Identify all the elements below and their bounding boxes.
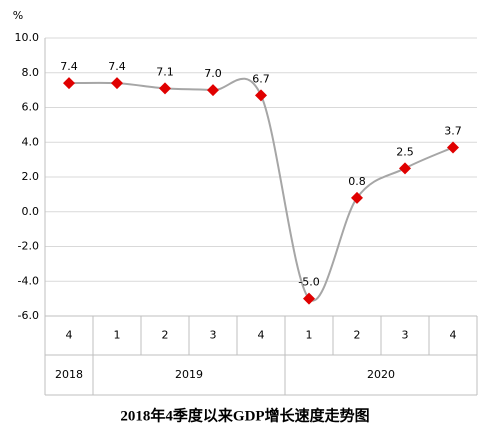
marker (303, 292, 315, 305)
marker (111, 77, 123, 90)
x-tick-label: 3 (402, 329, 409, 342)
data-label: 6.7 (252, 72, 270, 85)
marker (207, 84, 219, 97)
y-tick-label: 6.0 (22, 101, 40, 114)
data-label: 3.7 (444, 124, 462, 137)
marker (255, 89, 267, 102)
y-tick-label: -4.0 (18, 274, 39, 287)
x-tick-label: 2 (354, 329, 361, 342)
group-label: 2018 (55, 368, 83, 381)
y-tick-label: 4.0 (22, 135, 40, 148)
marker (399, 162, 411, 175)
data-label: 7.4 (108, 60, 126, 73)
x-tick-label: 3 (210, 329, 217, 342)
data-label: -5.0 (298, 276, 319, 289)
marker (351, 191, 363, 204)
line (68, 77, 454, 302)
group-label: 2020 (367, 368, 395, 381)
y-tick-label: 10.0 (15, 31, 40, 44)
x-tick-label: 1 (306, 329, 313, 342)
y-tick-label: 8.0 (22, 66, 40, 79)
data-label: 7.4 (60, 60, 78, 73)
group-label: 2019 (175, 368, 203, 381)
data-label: 7.1 (156, 65, 174, 78)
y-tick-label: -2.0 (18, 240, 39, 253)
marker (447, 141, 459, 154)
y-tick-label: -6.0 (18, 309, 39, 322)
data-label: 7.0 (204, 67, 222, 80)
y-unit: % (13, 9, 23, 22)
y-tick-label: 2.0 (22, 170, 40, 183)
data-label: 2.5 (396, 145, 414, 158)
x-tick-label: 2 (162, 329, 169, 342)
data-label: 0.8 (348, 175, 366, 188)
chart-title: 2018年4季度以来GDP增长速度走势图 (120, 406, 369, 424)
marker (63, 77, 75, 90)
x-tick-label: 4 (66, 329, 73, 342)
x-tick-label: 4 (258, 329, 265, 342)
x-tick-label: 4 (450, 329, 457, 342)
x-tick-label: 1 (114, 329, 121, 342)
marker (159, 82, 171, 95)
y-tick-label: 0.0 (22, 205, 40, 218)
